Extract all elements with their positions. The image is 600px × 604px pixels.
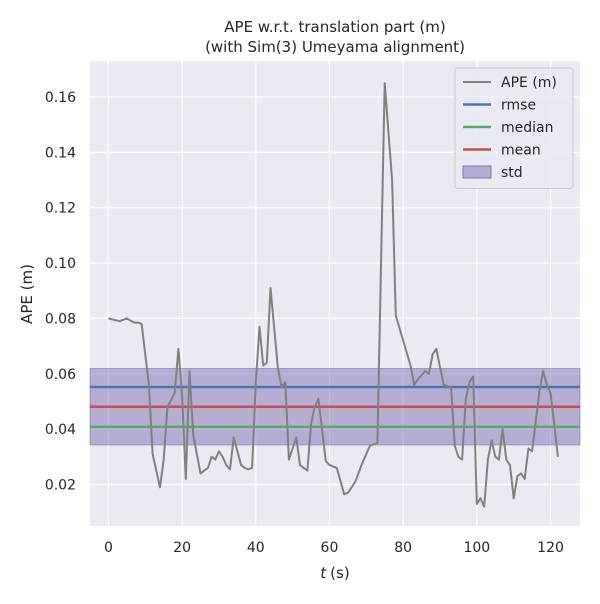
y-tick-label: 0.02 — [45, 477, 76, 493]
legend-label-median: median — [501, 120, 553, 136]
y-tick-labels: 0.02 0.04 0.06 0.08 0.10 0.12 0.14 0.16 — [45, 90, 76, 494]
y-tick-label: 0.04 — [45, 422, 76, 438]
y-tick-label: 0.08 — [45, 311, 76, 327]
legend-box — [454, 67, 574, 189]
legend: APE (m) rmse median mean std — [454, 67, 574, 189]
chart-subtitle: (with Sim(3) Umeyama alignment) — [205, 38, 465, 56]
x-tick-label: 0 — [104, 540, 113, 556]
x-tick-label: 100 — [463, 540, 490, 556]
y-tick-label: 0.06 — [45, 367, 76, 383]
y-tick-label: 0.10 — [45, 256, 76, 272]
legend-label-rmse: rmse — [501, 98, 536, 114]
stat-lines-group — [90, 385, 580, 429]
y-tick-label: 0.16 — [45, 90, 76, 106]
legend-label-std: std — [501, 165, 523, 181]
x-tick-labels: 0 20 40 60 80 100 120 — [104, 540, 564, 556]
x-axis-label-unit: (s) — [330, 564, 350, 582]
legend-label-ape: APE (m) — [501, 75, 557, 91]
legend-swatch-std — [462, 165, 492, 179]
x-axis-label: t (s) — [320, 564, 349, 582]
y-tick-label: 0.12 — [45, 201, 76, 217]
x-axis-label-symbol: t — [320, 564, 327, 582]
x-tick-label: 60 — [321, 540, 339, 556]
x-tick-label: 120 — [537, 540, 564, 556]
x-tick-label: 20 — [173, 540, 191, 556]
y-tick-label: 0.14 — [45, 145, 76, 161]
x-tick-label: 40 — [247, 540, 265, 556]
x-tick-label: 80 — [394, 540, 412, 556]
legend-label-mean: mean — [501, 143, 541, 159]
y-axis-label: APE (m) — [18, 264, 36, 324]
chart-title: APE w.r.t. translation part (m) — [224, 18, 445, 36]
series-layer — [108, 82, 559, 508]
ape-series-line — [108, 82, 559, 508]
